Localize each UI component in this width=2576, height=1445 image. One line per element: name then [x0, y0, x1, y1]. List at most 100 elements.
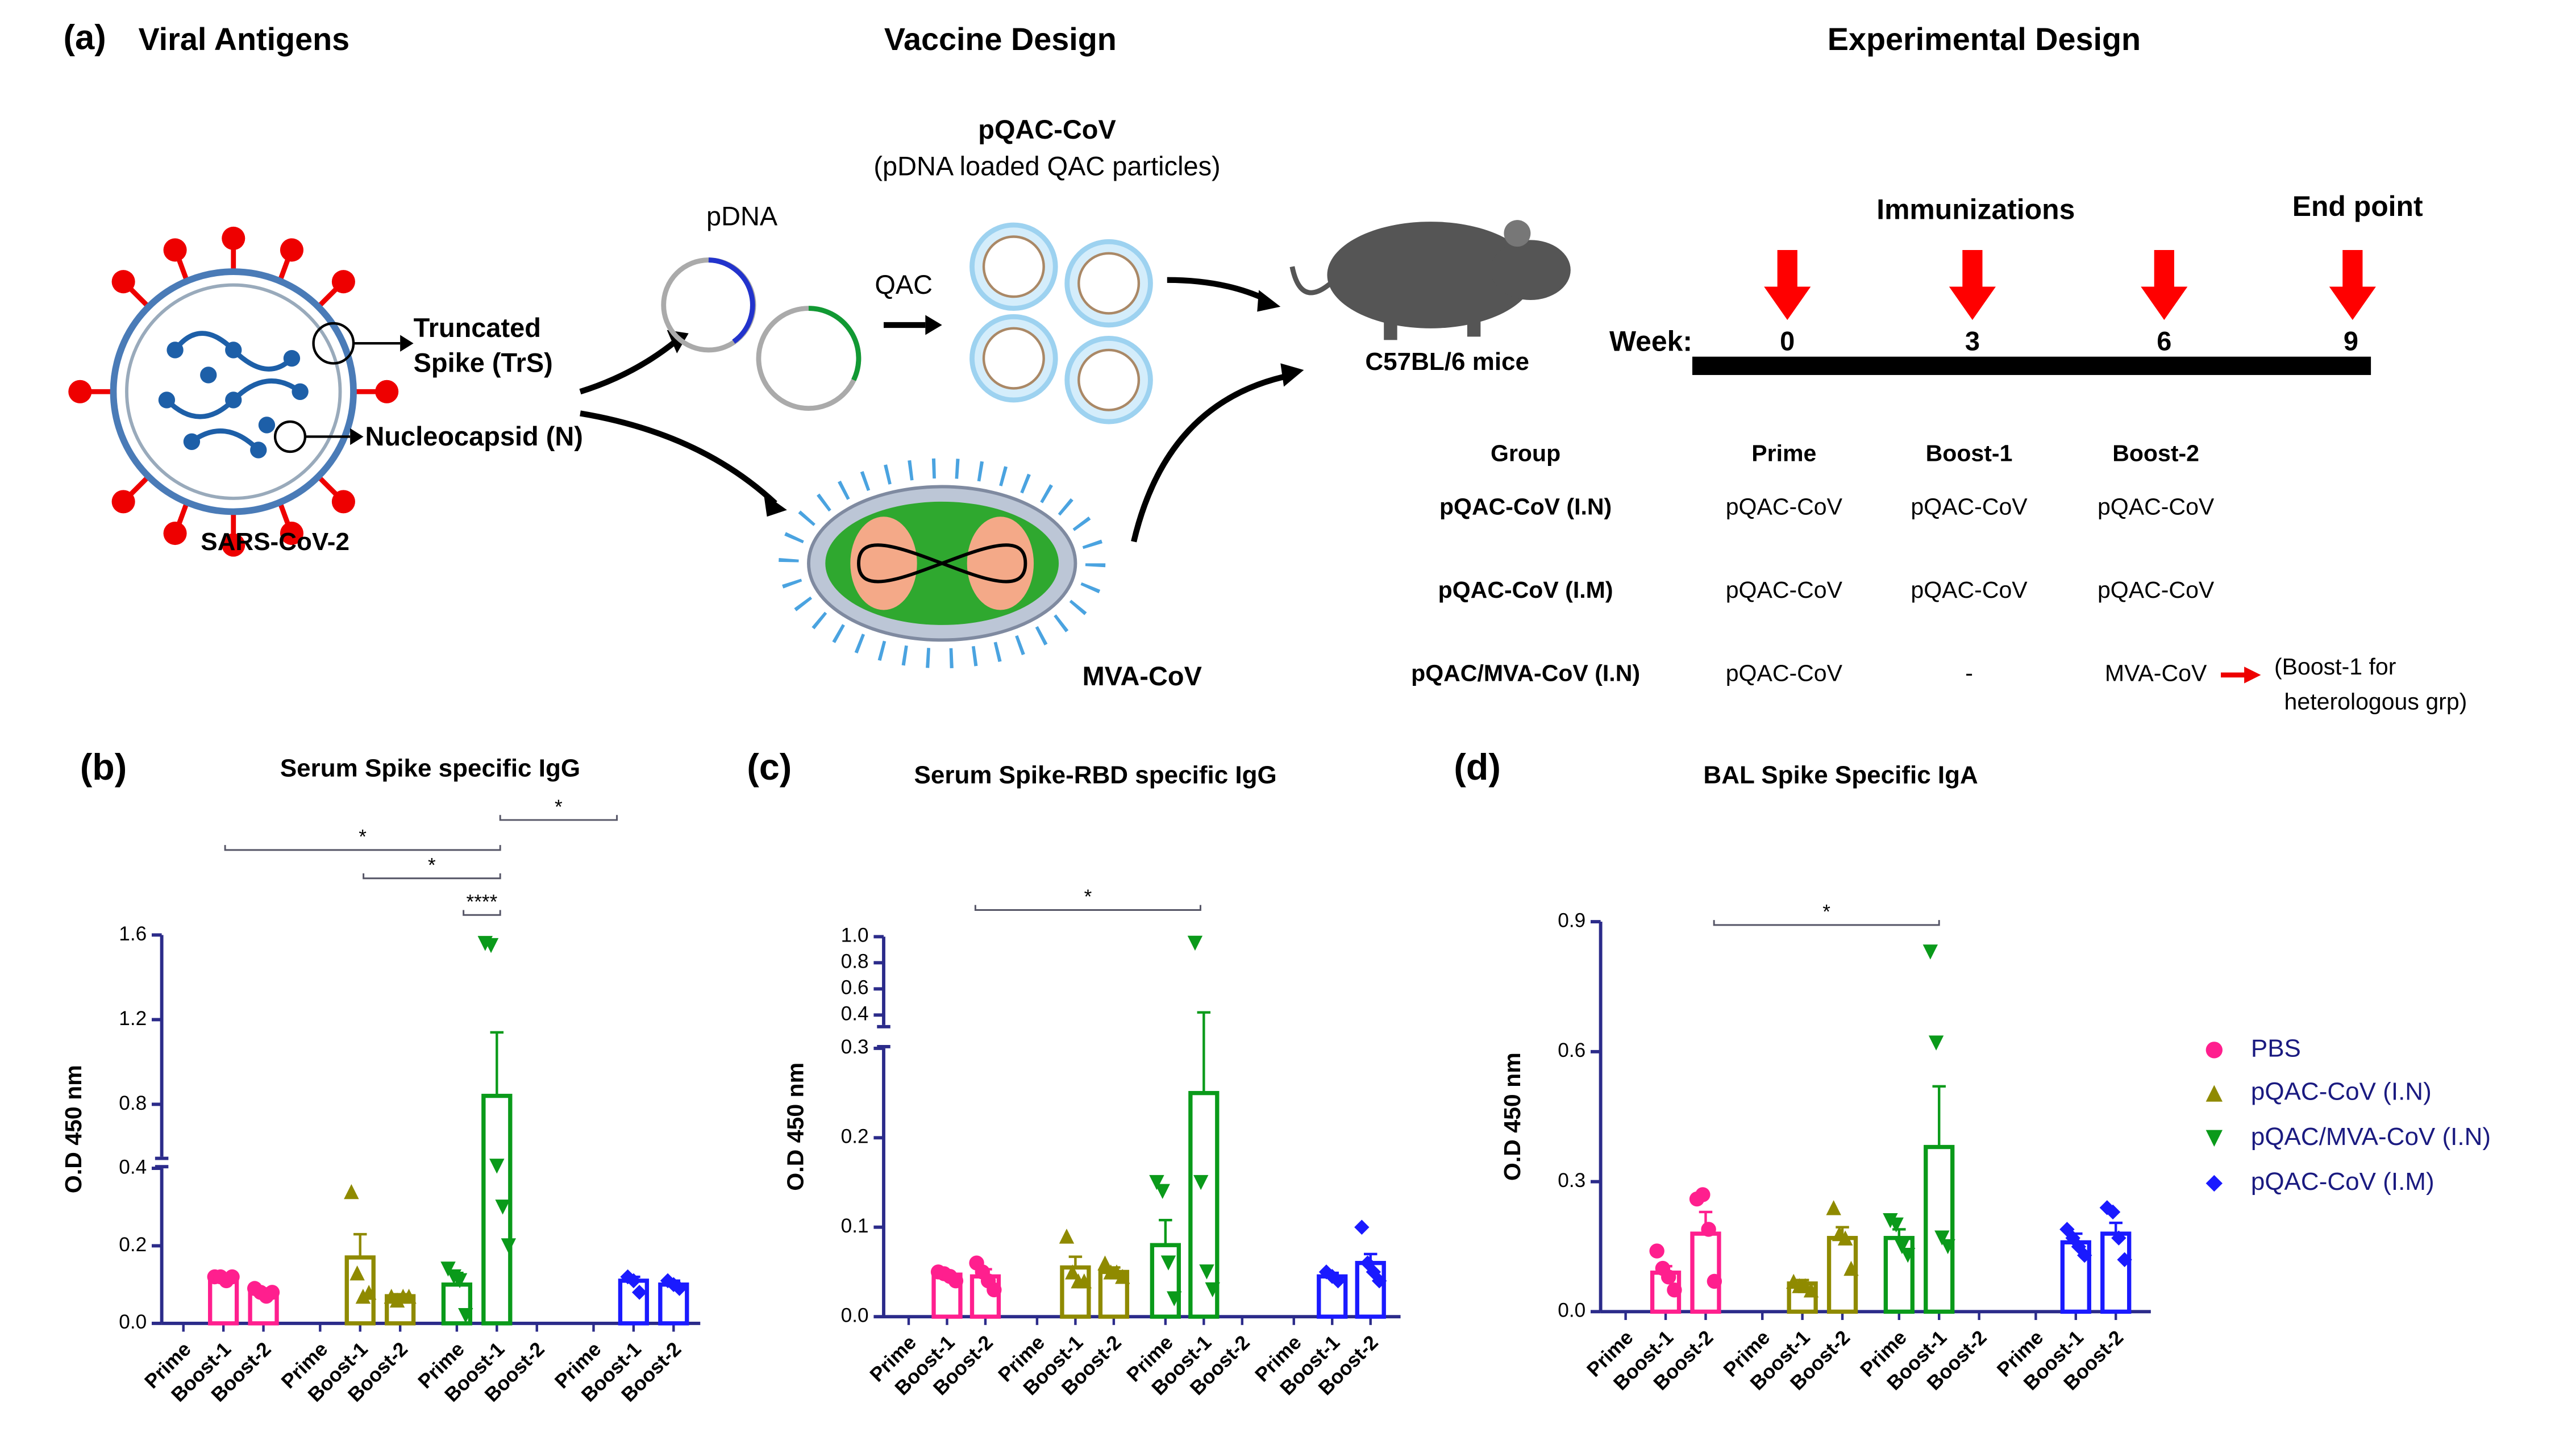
significance-bracket	[499, 815, 618, 821]
legend-marker	[2205, 1130, 2223, 1147]
table-header: Group	[1491, 440, 1560, 467]
week: 3	[1965, 327, 1980, 356]
table-cell: pQAC/MVA-CoV (I.N)	[1411, 660, 1640, 686]
timeline-label: Immunizations	[1876, 194, 2075, 226]
y-tick-label: 0.4	[119, 1156, 147, 1178]
data-point	[1155, 1184, 1170, 1199]
mva-icon	[779, 458, 1106, 669]
qac-particles	[969, 222, 1153, 424]
y-tick-label: 0.8	[119, 1092, 147, 1114]
data-point	[1928, 1035, 1944, 1051]
data-point	[1803, 1282, 1819, 1298]
timeline-label: End point	[2292, 190, 2423, 222]
data-point	[1115, 1269, 1130, 1284]
data-point	[355, 1288, 371, 1304]
table-cell: pQAC-CoV	[2098, 493, 2215, 519]
chart-title: Serum Spike-RBD specific IgG	[914, 761, 1276, 789]
table-cell: pQAC-CoV	[1726, 577, 1843, 603]
data-point	[1843, 1260, 1859, 1276]
data-point	[1661, 1269, 1676, 1285]
data-point	[440, 1261, 456, 1277]
data-point	[1837, 1230, 1853, 1246]
data-point	[1076, 1273, 1092, 1289]
table-note: heterologous grp)	[2284, 689, 2467, 715]
particle-note: (pDNA loaded QAC particles)	[873, 152, 1220, 181]
data-point	[666, 1277, 681, 1292]
chart-title: Serum Spike specific IgG	[280, 755, 580, 782]
data-point	[1167, 1291, 1182, 1306]
y-tick-label: 0.0	[841, 1304, 869, 1326]
week: 6	[2157, 327, 2171, 356]
virus-label: SARS-CoV-2	[201, 528, 349, 556]
data-point	[1649, 1243, 1664, 1259]
y-tick-label: 1.2	[119, 1007, 147, 1030]
data-point	[1900, 1248, 1916, 1263]
data-point	[1922, 944, 1938, 960]
data-point	[1701, 1222, 1716, 1237]
data-point	[224, 1269, 240, 1285]
data-point	[458, 1308, 473, 1323]
significance-bracket	[974, 905, 1201, 911]
data-point	[1193, 1175, 1209, 1190]
data-point	[948, 1273, 964, 1289]
legend-label: pQAC/MVA-CoV (I.N)	[2251, 1123, 2491, 1151]
data-point	[1097, 1255, 1113, 1271]
panel-label: (d)	[1454, 747, 1500, 788]
data-point	[489, 1159, 505, 1174]
axis-break	[877, 1025, 890, 1048]
significance-bracket	[463, 910, 501, 916]
bar	[1924, 1144, 1955, 1314]
significance-label: *	[1084, 886, 1092, 908]
y-tick-label: 0.2	[841, 1126, 869, 1148]
data-point	[2105, 1204, 2121, 1220]
data-point	[501, 1238, 517, 1254]
data-point	[1187, 935, 1203, 951]
data-point	[1695, 1187, 1711, 1202]
panel-label: (a)	[63, 18, 106, 57]
panel-a: (a) Viral Antigens Vaccine Design Experi…	[63, 18, 2467, 715]
week: 0	[1780, 327, 1795, 356]
y-tick-label: 0.3	[1558, 1169, 1585, 1192]
error-bar	[1197, 1011, 1211, 1093]
table-cell: pQAC-CoV (I.M)	[1438, 577, 1613, 603]
table-header: Boost-2	[2112, 440, 2199, 467]
error-bar	[353, 1232, 367, 1257]
data-point	[401, 1288, 417, 1304]
data-point	[1371, 1273, 1387, 1289]
table-cell: pQAC-CoV (I.N)	[1439, 493, 1612, 519]
data-point	[389, 1292, 405, 1308]
error-bar	[2109, 1221, 2123, 1234]
table-cell: MVA-CoV	[2105, 660, 2207, 686]
y-tick-label: 0.9	[1558, 909, 1585, 931]
data-point	[483, 938, 499, 953]
legend-label: pQAC-CoV (I.M)	[2251, 1168, 2434, 1196]
data-point	[1354, 1219, 1370, 1235]
significance-bracket	[1713, 920, 1940, 926]
data-point	[446, 1269, 461, 1285]
significance-bracket	[224, 845, 501, 851]
y-axis-label: O.D 450 nm	[1499, 1052, 1525, 1181]
error-bar	[1932, 1085, 1946, 1147]
data-point	[1160, 1255, 1176, 1271]
virus-icon	[68, 226, 414, 557]
panel-label: (b)	[80, 747, 127, 788]
significance-label: ****	[467, 891, 498, 913]
particle-label: pQAC-CoV	[978, 115, 1116, 144]
data-point	[264, 1285, 280, 1300]
data-point	[2111, 1230, 2126, 1246]
error-bar	[1068, 1255, 1083, 1268]
table-cell: -	[1965, 660, 1973, 686]
data-point	[452, 1273, 468, 1289]
significance-label: *	[1822, 901, 1830, 923]
data-point	[1707, 1273, 1722, 1289]
data-point	[1199, 1264, 1214, 1280]
data-point	[1059, 1229, 1075, 1244]
data-point	[1940, 1239, 1955, 1255]
data-point	[1149, 1175, 1164, 1190]
bar	[1690, 1231, 1721, 1314]
mice-label: C57BL/6 mice	[1365, 348, 1529, 376]
data-point	[361, 1285, 377, 1300]
mouse-icon	[1289, 220, 1571, 340]
table-cell: pQAC-CoV	[1726, 660, 1843, 686]
y-axis-label: O.D 450 nm	[60, 1065, 86, 1193]
